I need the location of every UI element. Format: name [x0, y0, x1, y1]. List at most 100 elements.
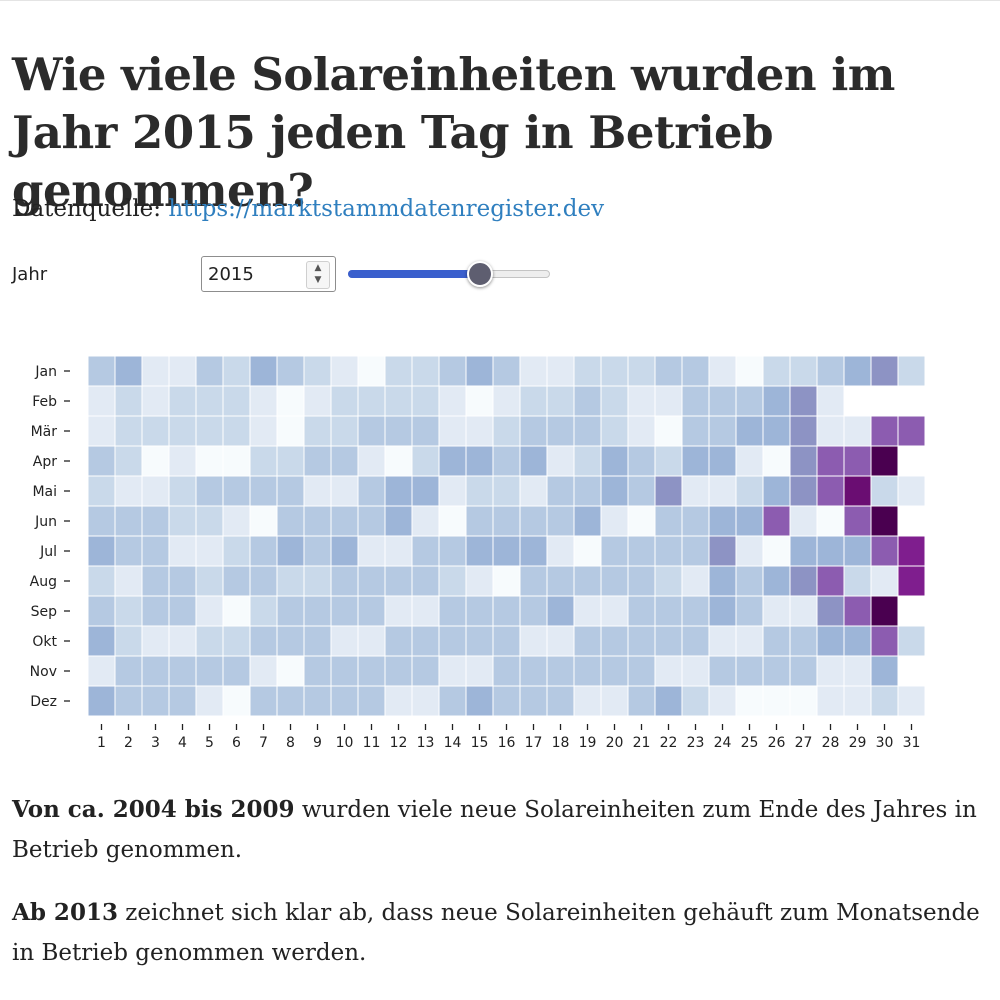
heatmap-cell: [897, 685, 926, 717]
heatmap-cell: [573, 595, 602, 627]
heatmap-cell: [735, 655, 764, 687]
heatmap-cell: [681, 385, 710, 417]
x-tick-label: 27: [795, 735, 813, 751]
heatmap-cell: [681, 685, 710, 717]
heatmap-cell: [816, 385, 845, 417]
page-title: Wie viele Solareinheiten wurden im Jahr …: [12, 48, 895, 217]
y-tick-label: Sep: [31, 604, 58, 620]
heatmap-cell: [276, 445, 305, 477]
heatmap-cell: [546, 415, 575, 447]
heatmap-cell: [627, 505, 656, 537]
heatmap-cell: [762, 475, 791, 507]
heatmap-cell: [87, 445, 116, 477]
heatmap-cell: [789, 505, 818, 537]
heatmap-cell: [843, 565, 872, 597]
heatmap-cell: [465, 415, 494, 447]
heatmap-cell: [222, 565, 251, 597]
heatmap-cell: [762, 505, 791, 537]
x-tick-label: 17: [525, 735, 543, 751]
heatmap-cell: [492, 415, 521, 447]
heatmap-cell: [195, 355, 224, 387]
paragraph-2-bold: Ab 2013: [12, 899, 118, 926]
x-tick-label: 15: [471, 735, 489, 751]
heatmap-cell: [546, 685, 575, 717]
heatmap-cell: [708, 535, 737, 567]
heatmap-cell: [411, 415, 440, 447]
heatmap-cell: [249, 565, 278, 597]
heatmap-cell: [519, 505, 548, 537]
heatmap-cell: [222, 505, 251, 537]
heatmap-cell: [411, 475, 440, 507]
year-spinner[interactable]: ▲ ▼: [306, 261, 330, 289]
heatmap-cell: [411, 595, 440, 627]
heatmap-cell: [114, 415, 143, 447]
heatmap-cell: [384, 475, 413, 507]
heatmap-cell: [222, 685, 251, 717]
heatmap-cell: [519, 415, 548, 447]
heatmap-cell: [141, 355, 170, 387]
heatmap-cell: [546, 385, 575, 417]
heatmap-cell: [735, 415, 764, 447]
heatmap-cell: [897, 565, 926, 597]
heatmap-cell: [249, 685, 278, 717]
heatmap-cell: [330, 385, 359, 417]
source-link[interactable]: https://marktstammdatenregister.dev: [168, 196, 605, 222]
x-tick-label: 18: [552, 735, 570, 751]
heatmap-cell: [681, 565, 710, 597]
heatmap-cell: [249, 475, 278, 507]
chevron-down-icon[interactable]: ▼: [314, 275, 322, 285]
heatmap-cell: [303, 415, 332, 447]
heatmap-cell: [816, 565, 845, 597]
heatmap-cell: [708, 655, 737, 687]
heatmap-cell: [249, 595, 278, 627]
slider-thumb[interactable]: [466, 261, 493, 287]
heatmap-cell: [114, 445, 143, 477]
heatmap-cell: [384, 655, 413, 687]
heatmap-cell: [654, 535, 683, 567]
heatmap-cell: [789, 595, 818, 627]
x-tick-label: 8: [286, 735, 295, 751]
heatmap-cell: [276, 685, 305, 717]
heatmap-cell: [357, 535, 386, 567]
heatmap-cell: [465, 535, 494, 567]
heatmap-cell: [789, 565, 818, 597]
heatmap-cell: [438, 475, 467, 507]
y-tick-label: Jun: [34, 514, 57, 530]
year-slider[interactable]: [348, 258, 552, 292]
heatmap-cell: [762, 685, 791, 717]
year-input-value[interactable]: 2015: [208, 264, 254, 285]
heatmap-cell: [654, 565, 683, 597]
heatmap-cell: [276, 385, 305, 417]
heatmap-cell: [627, 445, 656, 477]
heatmap-cell: [816, 355, 845, 387]
heatmap-cell: [114, 625, 143, 657]
x-tick-label: 29: [849, 735, 867, 751]
heatmap-cell: [600, 595, 629, 627]
heatmap-cell: [357, 475, 386, 507]
heatmap-cell: [492, 595, 521, 627]
x-tick-label: 10: [336, 735, 354, 751]
heatmap-cell: [114, 565, 143, 597]
y-tick-label: Nov: [30, 664, 57, 680]
heatmap-cell: [735, 475, 764, 507]
heatmap-cell: [627, 475, 656, 507]
chevron-up-icon[interactable]: ▲: [314, 263, 322, 273]
heatmap-cell: [87, 385, 116, 417]
heatmap-cell: [654, 625, 683, 657]
heatmap-cell: [870, 355, 899, 387]
heatmap-cell: [438, 685, 467, 717]
heatmap-cell: [816, 625, 845, 657]
year-number-input[interactable]: 2015 ▲ ▼: [201, 256, 336, 292]
heatmap-cell: [627, 355, 656, 387]
y-tick-label: Mai: [32, 484, 57, 500]
heatmap-cell: [357, 415, 386, 447]
heatmap-cell: [303, 595, 332, 627]
heatmap-cell: [681, 655, 710, 687]
heatmap-cell: [141, 565, 170, 597]
heatmap-cell: [870, 595, 899, 627]
heatmap-cell: [654, 445, 683, 477]
heatmap-cell: [195, 475, 224, 507]
heatmap-cell: [411, 625, 440, 657]
heatmap-cell: [384, 535, 413, 567]
heatmap-cell: [600, 625, 629, 657]
